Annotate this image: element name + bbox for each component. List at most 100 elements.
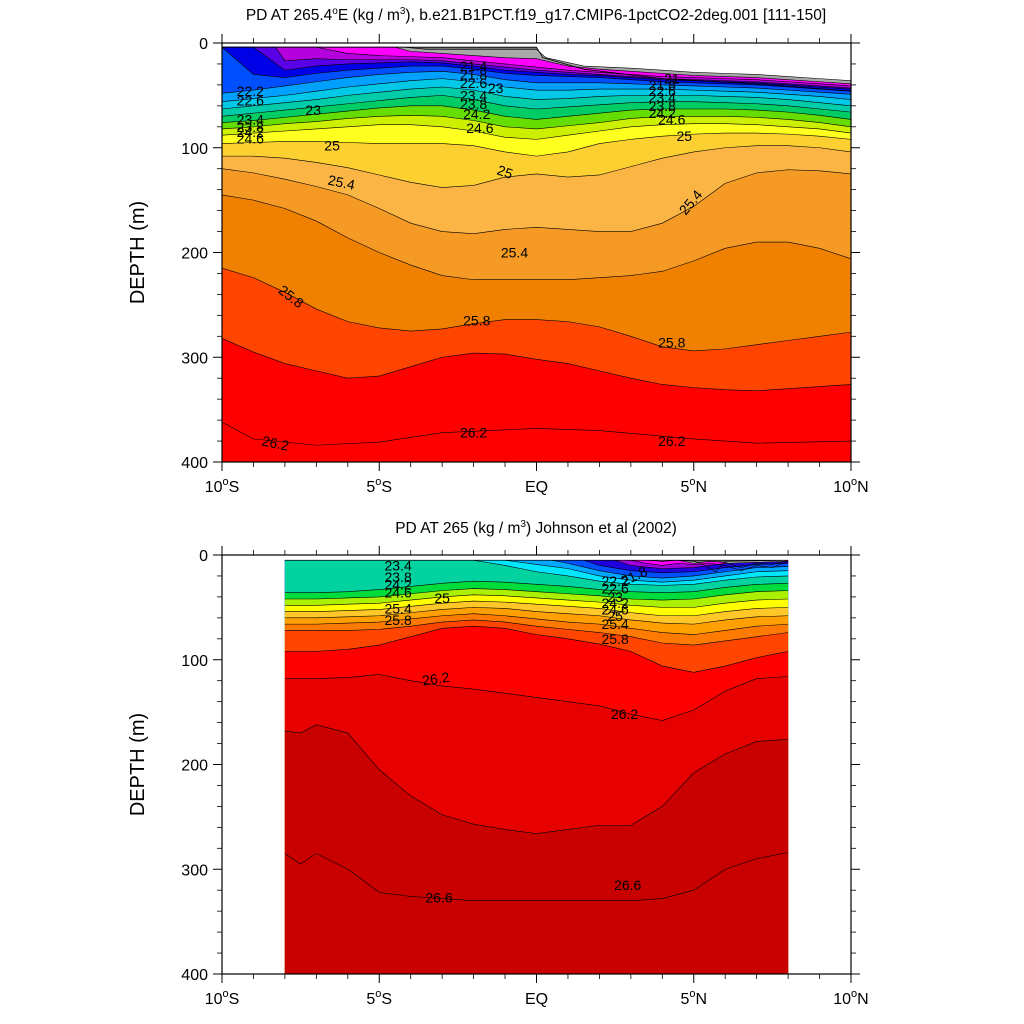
fill-band [284,724,789,974]
chart-title: PD AT 265 (kg / m3) Johnson et al (2002) [395,519,677,537]
y-tick-label: 0 [199,36,208,53]
contour-label: 25 [434,590,450,606]
contour-label: 25.4 [602,616,629,632]
contour-label: 24.2 [384,576,411,592]
contour-label: 23 [305,102,321,118]
contour-fills [284,560,789,974]
x-tick-label: 10oN [833,988,868,1008]
contour-line [222,46,851,87]
contour-label: 25 [324,138,340,154]
contour-label: 26.2 [421,669,450,689]
contour-label: 25.4 [501,245,528,261]
y-tick-label: 0 [199,548,208,565]
contour-line [222,168,851,234]
contour-label: 25.8 [463,313,490,329]
contour-line [284,607,789,625]
y-tick-label: 100 [181,653,208,670]
contour-label: 23.8 [649,98,676,114]
y-tick-label: 400 [181,967,208,984]
chart-panel-2: 23.423.824.224.6 2525.425.826.226.221.822… [127,519,869,1008]
fill-band [222,338,851,462]
contour-fills [222,47,851,462]
contour-line [222,70,851,95]
contour-line [284,600,789,617]
contour-label: 23 [488,80,504,96]
contour-line [222,46,851,89]
contour-label: 23.4 [384,557,411,573]
contour-line [222,338,851,392]
contour-line [284,559,789,569]
contour-label: 25.4 [384,600,411,616]
contour-label: 25 [495,162,515,182]
contour-line [284,613,789,635]
x-tick-label: 5oN [680,476,707,496]
contour-line [284,594,789,608]
contour-line [222,145,851,188]
contour-line [284,724,789,834]
y-tick-label: 400 [181,455,208,472]
contour-label: 26.2 [260,432,290,453]
contour-label: 24.6 [602,601,629,617]
contour-label: 25.8 [658,335,685,351]
contour-line [222,78,851,102]
contour-label: 25 [607,608,623,624]
contour-lines [222,46,851,446]
contour-label: 23.4 [460,87,487,103]
y-tick-label: 100 [181,141,208,158]
contour-line [222,114,851,130]
y-tick-label: 300 [181,862,208,879]
contour-line [284,580,789,594]
contour-label: 23.4 [237,111,264,127]
contour-label: 22.6 [649,83,676,99]
contour-label: 23 [607,589,623,605]
x-tick-label: 5oS [366,988,392,1008]
y-axis-label: DEPTH (m) [127,713,149,816]
contour-line [222,46,851,90]
contour-label: 24.2 [602,595,629,611]
contour-line [284,674,789,721]
contour-line [222,86,851,110]
contour-label: 24.2 [649,105,676,121]
contour-line [284,559,789,568]
contour-label: 24.6 [384,585,411,601]
contour-line [222,46,851,82]
surface-line [222,46,851,92]
x-tick-label: EQ [525,479,548,496]
contour-label: 23.8 [384,569,411,585]
contour-label: 26.6 [614,877,641,893]
contour-label: 21 [664,71,680,87]
contour-label: 22.2 [602,573,629,589]
contour-line [284,852,789,901]
contour-line [284,588,789,601]
contour-line [222,105,851,123]
contour-label: 21.8 [460,66,487,82]
chart-panel-1: 21.421.822.6 2323.423.824.224.62522.222.6… [127,6,869,496]
y-tick-label: 300 [181,350,208,367]
x-tick-label: 10oS [205,476,240,496]
contour-line [222,421,851,446]
contour-label: 26.2 [611,706,638,722]
contour-label: 22.6 [460,75,487,91]
contour-label: 23.8 [460,96,487,112]
contour-label: 25.8 [602,631,629,647]
chart-title: PD AT 265.4oE (kg / m3), b.e21.B1PCT.f19… [246,6,826,24]
contour-line [222,46,851,85]
contour-line [222,267,851,352]
contour-line [222,132,851,157]
contour-label: 26.2 [460,425,487,441]
contour-line [222,194,851,281]
contour-label: 24.6 [658,111,685,127]
contour-label: 23.4 [649,89,676,105]
contour-label: 26.6 [425,890,452,906]
contour-label: 22.6 [602,581,629,597]
x-tick-label: 10oN [833,476,868,496]
contour-label: 24.6 [237,130,264,146]
contour-label: 24.2 [463,106,490,122]
contour-lines [284,559,789,901]
y-axis-label: DEPTH (m) [127,201,149,304]
x-tick-label: EQ [525,991,548,1008]
y-tick-label: 200 [181,246,208,263]
contour-line [222,123,851,140]
contour-line [222,46,851,92]
contour-line [284,619,789,646]
